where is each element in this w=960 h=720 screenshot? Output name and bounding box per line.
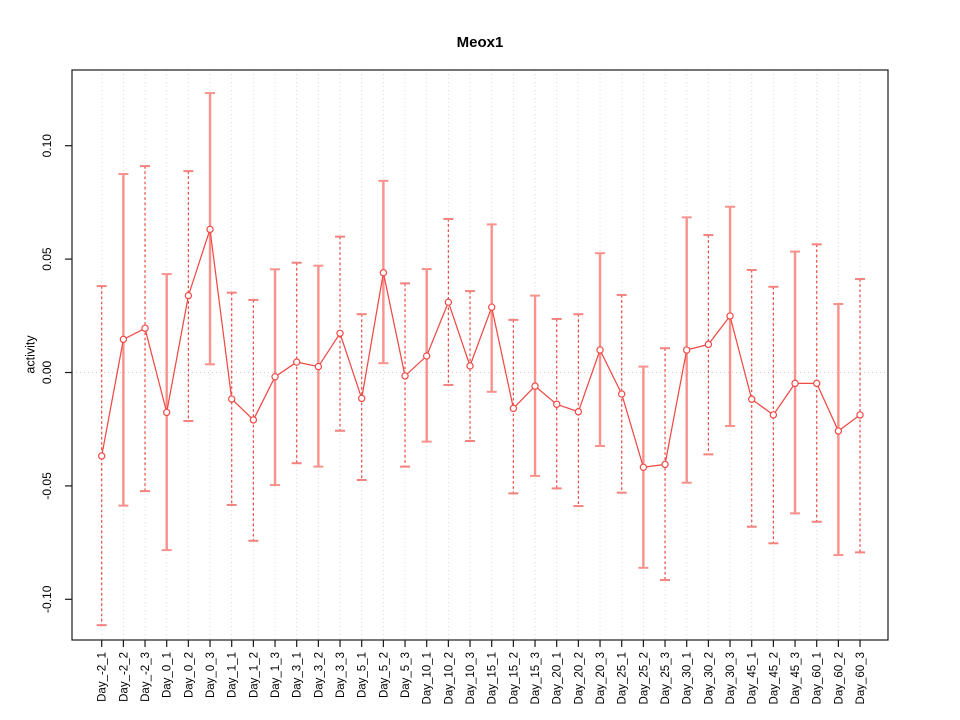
data-point: [618, 390, 626, 398]
data-point: [553, 400, 561, 408]
data-point: [531, 382, 539, 390]
data-point: [661, 460, 669, 469]
data-point: [358, 394, 366, 403]
x-tick-label: Day_3_3: [335, 652, 347, 698]
x-tick-label: Day_1_2: [248, 652, 260, 698]
x-tick-label: Day_15_2: [508, 652, 520, 704]
x-tick-label: Day_45_3: [790, 652, 802, 704]
x-tick-label: Day_1_1: [227, 652, 239, 698]
data-point: [97, 452, 106, 460]
data-point: [379, 269, 388, 277]
data-point: [683, 346, 691, 354]
x-tick-label: Day_5_2: [378, 652, 390, 698]
data-point: [769, 411, 778, 419]
data-point: [834, 427, 843, 435]
data-point: [509, 404, 518, 413]
y-tick-label: 0.10: [40, 134, 54, 158]
data-point: [184, 291, 193, 300]
x-tick-label: Day_10_3: [465, 652, 477, 704]
x-tick-label: Day_0_3: [205, 652, 217, 698]
data-point: [748, 395, 756, 403]
x-tick-label: Day_0_1: [162, 652, 174, 698]
data-point: [488, 303, 496, 311]
x-tick-label: Day_3_1: [292, 652, 304, 698]
data-point: [813, 379, 821, 388]
y-tick-label: 0.00: [40, 360, 54, 384]
x-tick-label: Day_30_1: [682, 652, 694, 704]
y-tick-label: -0.05: [40, 472, 54, 500]
x-tick-label: Day_60_2: [833, 652, 845, 704]
data-point: [726, 312, 734, 320]
data-point: [314, 362, 323, 371]
x-tick-label: Day_15_1: [487, 652, 499, 704]
data-point: [163, 408, 171, 417]
x-tick-label: Day_-2_2: [118, 652, 130, 702]
x-tick-label: Day_25_3: [660, 652, 672, 704]
data-point: [856, 411, 864, 419]
plot-box: [71, 69, 889, 641]
x-tick-label: Day_60_3: [855, 652, 867, 704]
data-point: [119, 335, 128, 344]
y-tick-label: 0.05: [40, 247, 54, 271]
x-tick-label: Day_30_2: [703, 652, 715, 704]
data-point: [466, 362, 474, 370]
data-point: [574, 408, 583, 416]
x-tick-label: Day_25_2: [638, 652, 650, 704]
data-point: [206, 225, 214, 234]
x-tick-label: Day_0_2: [183, 652, 195, 698]
data-point: [639, 463, 648, 472]
data-point: [228, 395, 236, 403]
x-tick-label: Day_3_2: [313, 652, 325, 698]
data-point: [401, 372, 409, 380]
y-tick-label: -0.10: [40, 585, 54, 613]
x-tick-label: Day_-2_1: [97, 652, 109, 702]
series-line: [101, 229, 861, 468]
x-tick-label: Day_30_3: [725, 652, 737, 704]
x-tick-label: Day_5_1: [357, 652, 369, 698]
data-point: [596, 346, 604, 354]
data-point: [704, 340, 713, 349]
data-point: [293, 358, 301, 366]
x-tick-label: Day_25_1: [617, 652, 629, 704]
data-point: [423, 352, 431, 360]
data-point: [336, 329, 344, 337]
data-point: [141, 324, 149, 332]
x-tick-label: Day_20_3: [595, 652, 607, 704]
chart-title: Meox1: [456, 34, 504, 51]
x-tick-label: Day_1_3: [270, 652, 282, 698]
x-tick-label: Day_60_1: [812, 652, 824, 704]
x-tick-label: Day_45_1: [747, 652, 759, 704]
data-point: [271, 373, 279, 381]
x-tick-label: Day_5_3: [400, 652, 412, 698]
data-point: [791, 379, 799, 388]
data-point: [249, 416, 258, 424]
x-tick-label: Day_-2_3: [140, 652, 152, 702]
x-tick-label: Day_10_2: [443, 652, 455, 704]
x-tick-label: Day_45_2: [768, 652, 780, 704]
x-tick-label: Day_20_1: [552, 652, 564, 704]
data-point: [444, 298, 453, 306]
x-tick-label: Day_10_1: [422, 652, 434, 704]
x-tick-label: Day_20_2: [573, 652, 585, 704]
x-tick-label: Day_15_3: [530, 652, 542, 704]
